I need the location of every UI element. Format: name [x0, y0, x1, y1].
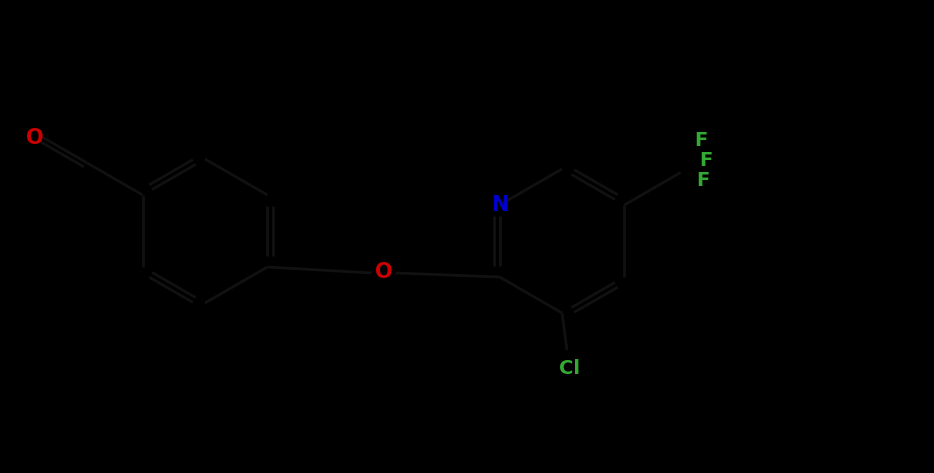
Text: O: O — [26, 128, 44, 148]
Text: F: F — [699, 151, 713, 170]
Text: F: F — [696, 171, 709, 190]
Text: O: O — [375, 262, 392, 282]
Text: N: N — [491, 195, 508, 215]
Text: F: F — [694, 131, 707, 150]
Text: Cl: Cl — [559, 359, 581, 377]
